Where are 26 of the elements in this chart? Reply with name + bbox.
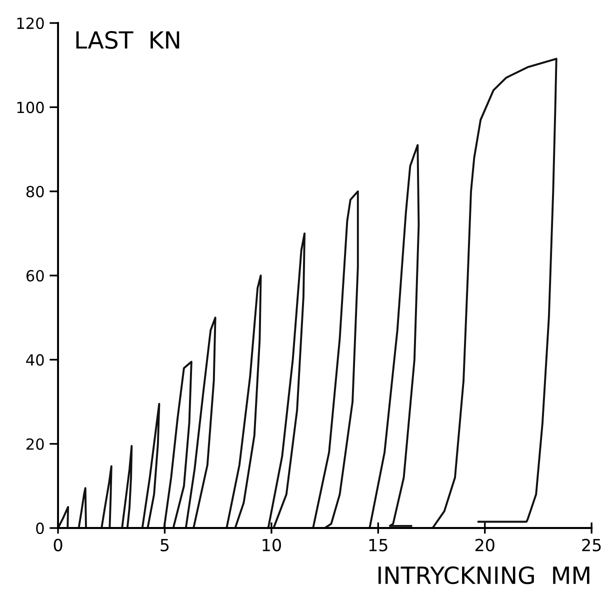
line-series [141,402,160,528]
line-series [100,465,112,528]
line-series [78,487,87,528]
x-tick-label: 20 [475,538,494,552]
y-tick-label: 20 [26,438,44,450]
line-series [184,316,216,528]
x-tick-label: 15 [369,538,388,552]
x-tick-label: 5 [160,538,169,552]
x-tick-label: 10 [262,538,281,552]
line-series [226,274,262,528]
line-series [368,144,420,528]
line-series [432,58,558,528]
x-tick-label: 25 [582,538,601,552]
line-series [121,444,133,528]
y-tick-label: 100 [17,102,44,114]
line-series [163,360,192,528]
line-series [267,232,306,528]
x-axis-title: INTRYCKNING MM [378,566,590,584]
x-tick-label: 0 [54,538,62,552]
y-tick-label: 120 [17,17,44,30]
line-series [312,190,359,528]
y-tick-label: 80 [26,186,44,198]
y-tick-label: 0 [36,522,44,534]
y-tick-label: 40 [26,354,44,366]
y-axis-title: LAST KN [76,31,180,49]
y-tick-label: 60 [26,270,44,282]
